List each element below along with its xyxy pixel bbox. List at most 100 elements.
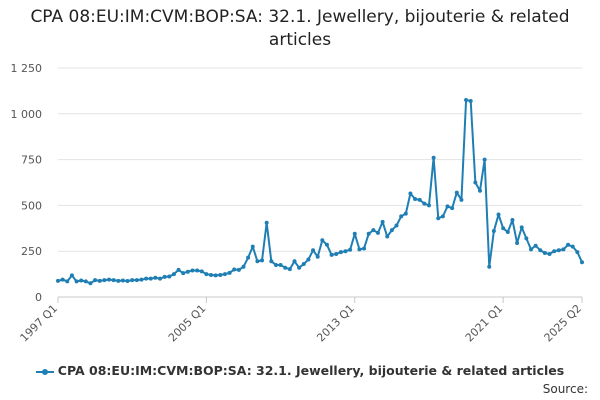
- data-point[interactable]: [324, 242, 329, 247]
- data-point[interactable]: [422, 201, 427, 206]
- data-point[interactable]: [343, 249, 348, 254]
- data-point[interactable]: [385, 234, 390, 239]
- data-point[interactable]: [130, 278, 135, 283]
- data-point[interactable]: [246, 255, 251, 260]
- data-point[interactable]: [273, 262, 278, 267]
- data-point[interactable]: [533, 243, 538, 248]
- legend[interactable]: CPA 08:EU:IM:CVM:BOP:SA: 32.1. Jewellery…: [0, 363, 600, 378]
- data-point[interactable]: [144, 276, 149, 281]
- data-point[interactable]: [171, 272, 176, 277]
- data-point[interactable]: [320, 238, 325, 243]
- data-point[interactable]: [260, 258, 265, 263]
- data-point[interactable]: [454, 190, 459, 195]
- data-point[interactable]: [83, 279, 88, 284]
- data-point[interactable]: [107, 277, 112, 282]
- data-point[interactable]: [352, 231, 357, 236]
- data-point[interactable]: [468, 98, 473, 103]
- data-point[interactable]: [148, 276, 153, 281]
- data-point[interactable]: [283, 265, 288, 270]
- data-point[interactable]: [120, 278, 125, 283]
- data-point[interactable]: [459, 197, 464, 202]
- data-point[interactable]: [139, 277, 144, 282]
- data-point[interactable]: [56, 278, 60, 283]
- data-point[interactable]: [408, 191, 413, 196]
- data-point[interactable]: [334, 251, 339, 256]
- data-point[interactable]: [301, 262, 306, 267]
- data-point[interactable]: [125, 279, 130, 284]
- data-point[interactable]: [580, 260, 584, 265]
- data-point[interactable]: [315, 254, 320, 259]
- data-point[interactable]: [357, 247, 362, 252]
- data-point[interactable]: [153, 275, 158, 280]
- data-point[interactable]: [236, 267, 241, 272]
- data-point[interactable]: [329, 252, 334, 257]
- data-point[interactable]: [287, 267, 292, 272]
- data-point[interactable]: [162, 274, 167, 279]
- data-point[interactable]: [501, 226, 506, 231]
- data-point[interactable]: [264, 220, 269, 225]
- series-points[interactable]: [56, 98, 584, 286]
- data-point[interactable]: [111, 278, 116, 283]
- data-point[interactable]: [88, 281, 93, 286]
- data-point[interactable]: [477, 188, 482, 193]
- data-point[interactable]: [524, 236, 529, 241]
- data-point[interactable]: [241, 264, 246, 269]
- data-point[interactable]: [232, 267, 237, 272]
- data-point[interactable]: [575, 250, 580, 255]
- data-point[interactable]: [547, 251, 552, 256]
- data-point[interactable]: [450, 206, 455, 211]
- data-point[interactable]: [542, 251, 547, 256]
- data-point[interactable]: [306, 257, 311, 262]
- data-point[interactable]: [362, 246, 367, 251]
- data-point[interactable]: [93, 278, 98, 283]
- data-point[interactable]: [552, 249, 557, 254]
- data-point[interactable]: [403, 211, 408, 216]
- data-point[interactable]: [181, 271, 186, 276]
- data-point[interactable]: [338, 250, 343, 255]
- data-point[interactable]: [209, 273, 214, 278]
- data-point[interactable]: [570, 244, 575, 249]
- data-point[interactable]: [366, 231, 371, 236]
- data-point[interactable]: [97, 278, 102, 283]
- data-point[interactable]: [116, 278, 121, 283]
- data-point[interactable]: [278, 262, 283, 267]
- data-point[interactable]: [464, 98, 469, 103]
- data-point[interactable]: [566, 242, 571, 247]
- data-point[interactable]: [556, 248, 561, 253]
- data-point[interactable]: [348, 247, 353, 252]
- data-point[interactable]: [176, 267, 181, 272]
- data-point[interactable]: [102, 278, 107, 283]
- data-point[interactable]: [190, 268, 195, 273]
- data-point[interactable]: [389, 228, 394, 233]
- data-point[interactable]: [515, 240, 520, 245]
- data-point[interactable]: [561, 247, 566, 252]
- data-point[interactable]: [227, 270, 232, 275]
- data-point[interactable]: [185, 269, 190, 274]
- data-point[interactable]: [250, 244, 255, 249]
- data-point[interactable]: [436, 216, 441, 221]
- data-point[interactable]: [445, 204, 450, 209]
- data-point[interactable]: [204, 272, 209, 277]
- data-point[interactable]: [491, 229, 496, 234]
- data-point[interactable]: [255, 259, 260, 264]
- data-point[interactable]: [440, 214, 445, 219]
- data-point[interactable]: [417, 197, 422, 202]
- data-point[interactable]: [297, 265, 302, 270]
- data-point[interactable]: [218, 273, 223, 278]
- data-point[interactable]: [158, 276, 163, 281]
- data-point[interactable]: [213, 273, 218, 278]
- data-point[interactable]: [528, 247, 533, 252]
- data-point[interactable]: [473, 180, 478, 185]
- data-point[interactable]: [195, 268, 200, 273]
- data-point[interactable]: [292, 259, 297, 264]
- data-point[interactable]: [487, 264, 492, 269]
- data-point[interactable]: [505, 229, 510, 234]
- data-point[interactable]: [167, 274, 172, 279]
- data-point[interactable]: [538, 248, 543, 253]
- data-point[interactable]: [60, 277, 65, 282]
- data-point[interactable]: [510, 218, 515, 223]
- data-point[interactable]: [199, 269, 204, 274]
- data-point[interactable]: [394, 223, 399, 228]
- data-point[interactable]: [496, 212, 501, 217]
- data-point[interactable]: [380, 219, 385, 224]
